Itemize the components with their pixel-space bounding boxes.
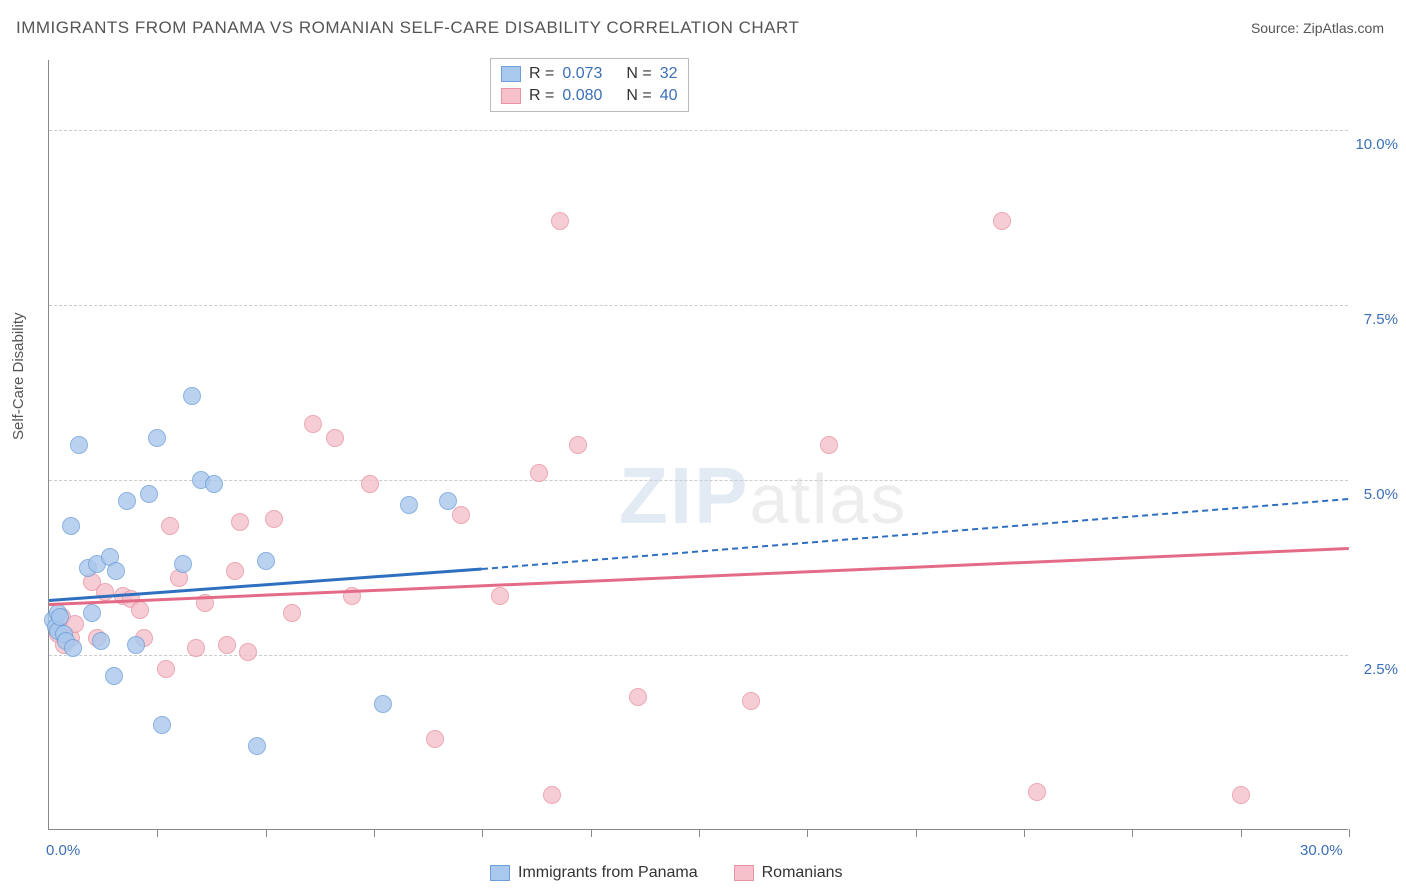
y-tick-label: 5.0%: [1344, 486, 1398, 503]
scatter-point-panama: [257, 552, 275, 570]
scatter-point-panama: [105, 667, 123, 685]
n-value-romanians: 40: [660, 87, 678, 105]
x-tick: [1349, 829, 1350, 837]
x-tick: [807, 829, 808, 837]
scatter-point-romanians: [820, 436, 838, 454]
scatter-point-panama: [64, 639, 82, 657]
scatter-point-panama: [51, 608, 69, 626]
scatter-point-romanians: [1232, 786, 1250, 804]
swatch-romanians: [734, 865, 754, 881]
grid-line: [49, 305, 1348, 306]
r-value-romanians: 0.080: [562, 87, 602, 105]
x-axis-min-label: 0.0%: [46, 842, 80, 859]
scatter-point-romanians: [157, 660, 175, 678]
scatter-point-panama: [107, 562, 125, 580]
n-label: N =: [626, 65, 651, 83]
source-link[interactable]: ZipAtlas.com: [1303, 20, 1384, 36]
scatter-point-romanians: [551, 212, 569, 230]
scatter-point-panama: [174, 555, 192, 573]
scatter-point-romanians: [1028, 783, 1046, 801]
swatch-romanians: [501, 88, 521, 104]
scatter-point-romanians: [491, 587, 509, 605]
legend-label-panama: Immigrants from Panama: [518, 864, 698, 882]
legend-item-panama: Immigrants from Panama: [490, 864, 698, 882]
scatter-point-romanians: [283, 604, 301, 622]
scatter-point-panama: [248, 737, 266, 755]
scatter-point-panama: [205, 475, 223, 493]
scatter-point-romanians: [326, 429, 344, 447]
source-label: Source:: [1251, 20, 1303, 36]
n-label: N =: [626, 87, 651, 105]
scatter-point-romanians: [629, 688, 647, 706]
r-label: R =: [529, 87, 554, 105]
r-label: R =: [529, 65, 554, 83]
scatter-point-panama: [439, 492, 457, 510]
watermark-zip: ZIP: [619, 451, 749, 540]
chart-title: IMMIGRANTS FROM PANAMA VS ROMANIAN SELF-…: [16, 18, 799, 38]
y-tick-label: 10.0%: [1344, 136, 1398, 153]
watermark: ZIPatlas: [619, 450, 907, 542]
scatter-point-panama: [140, 485, 158, 503]
scatter-point-romanians: [993, 212, 1011, 230]
scatter-point-romanians: [530, 464, 548, 482]
scatter-point-panama: [118, 492, 136, 510]
scatter-plot: ZIPatlas: [48, 60, 1348, 830]
x-tick: [157, 829, 158, 837]
scatter-point-romanians: [239, 643, 257, 661]
grid-line: [49, 480, 1348, 481]
x-axis-max-label: 30.0%: [1300, 842, 1343, 859]
scatter-point-romanians: [426, 730, 444, 748]
scatter-point-romanians: [304, 415, 322, 433]
scatter-point-panama: [83, 604, 101, 622]
source-attribution: Source: ZipAtlas.com: [1251, 20, 1384, 36]
trend-line-dash: [482, 498, 1349, 570]
scatter-point-romanians: [569, 436, 587, 454]
grid-line: [49, 130, 1348, 131]
scatter-point-panama: [153, 716, 171, 734]
scatter-point-romanians: [452, 506, 470, 524]
x-tick: [1132, 829, 1133, 837]
scatter-point-romanians: [218, 636, 236, 654]
scatter-point-romanians: [265, 510, 283, 528]
scatter-point-panama: [62, 517, 80, 535]
scatter-point-panama: [148, 429, 166, 447]
scatter-point-panama: [127, 636, 145, 654]
swatch-panama: [501, 66, 521, 82]
x-tick: [699, 829, 700, 837]
legend-label-romanians: Romanians: [762, 864, 843, 882]
x-tick: [1024, 829, 1025, 837]
scatter-point-romanians: [543, 786, 561, 804]
legend-row-romanians: R = 0.080 N = 40: [501, 85, 678, 107]
scatter-point-panama: [374, 695, 392, 713]
x-tick: [374, 829, 375, 837]
x-tick: [266, 829, 267, 837]
scatter-point-romanians: [131, 601, 149, 619]
r-value-panama: 0.073: [562, 65, 602, 83]
n-value-panama: 32: [660, 65, 678, 83]
legend-item-romanians: Romanians: [734, 864, 843, 882]
scatter-point-romanians: [187, 639, 205, 657]
legend-series: Immigrants from Panama Romanians: [490, 864, 843, 882]
scatter-point-panama: [70, 436, 88, 454]
y-tick-label: 7.5%: [1344, 311, 1398, 328]
scatter-point-panama: [183, 387, 201, 405]
scatter-point-romanians: [161, 517, 179, 535]
watermark-atlas: atlas: [749, 460, 907, 538]
scatter-point-romanians: [742, 692, 760, 710]
y-axis-title: Self-Care Disability: [10, 312, 27, 440]
y-tick-label: 2.5%: [1344, 661, 1398, 678]
scatter-point-romanians: [231, 513, 249, 531]
scatter-point-romanians: [361, 475, 379, 493]
x-tick: [591, 829, 592, 837]
legend-row-panama: R = 0.073 N = 32: [501, 63, 678, 85]
trend-line: [49, 547, 1349, 606]
x-tick: [482, 829, 483, 837]
legend-statistics: R = 0.073 N = 32 R = 0.080 N = 40: [490, 58, 689, 112]
x-tick: [1241, 829, 1242, 837]
scatter-point-panama: [400, 496, 418, 514]
swatch-panama: [490, 865, 510, 881]
scatter-point-panama: [92, 632, 110, 650]
scatter-point-romanians: [226, 562, 244, 580]
x-tick: [916, 829, 917, 837]
